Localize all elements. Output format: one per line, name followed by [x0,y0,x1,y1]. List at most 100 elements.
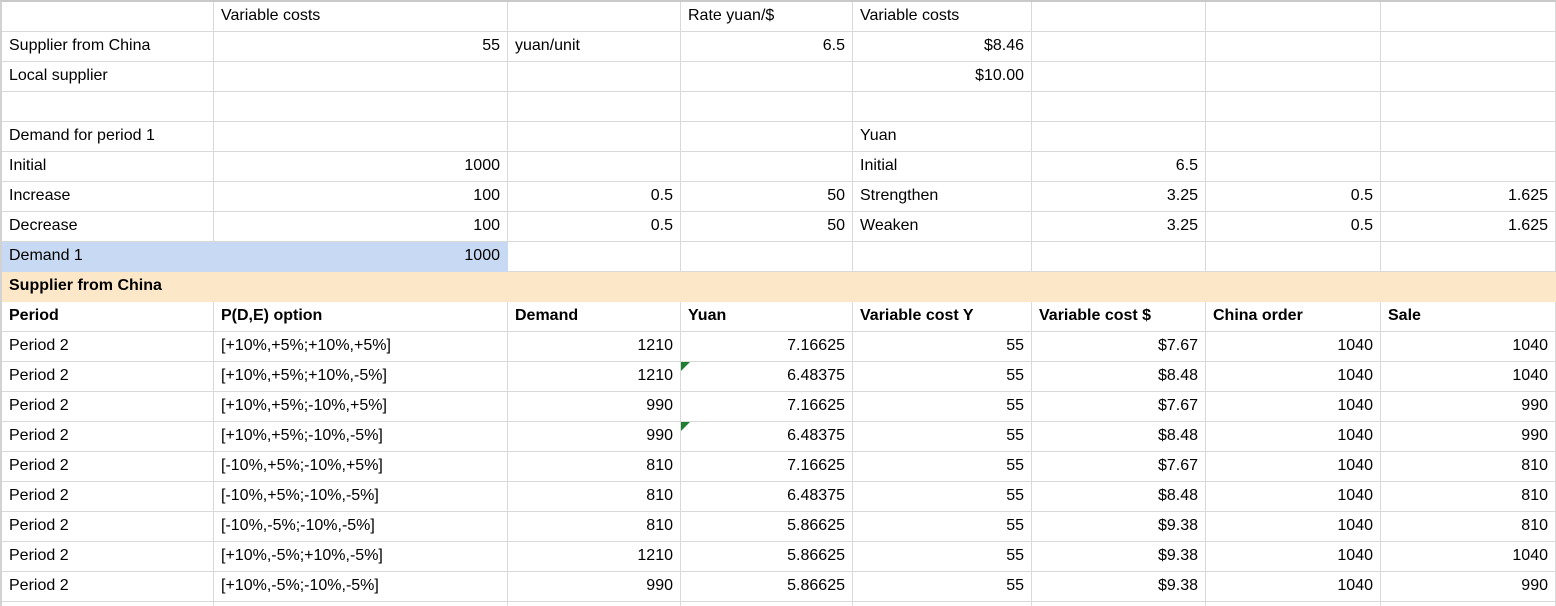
cell-A5[interactable]: Demand for period 1 [2,122,214,152]
cell-G14[interactable]: 1040 [1206,392,1381,422]
cell-A8[interactable]: Decrease [2,212,214,242]
cell-C10[interactable] [508,272,681,302]
cell-G5[interactable] [1206,122,1381,152]
cell-H12[interactable]: 1040 [1381,332,1556,362]
cell-H20[interactable]: 990 [1381,572,1556,602]
cell-B13[interactable]: [+10%,+5%;+10%,-5%] [214,362,508,392]
cell-A10[interactable]: Supplier from China [2,272,214,302]
cell-G13[interactable]: 1040 [1206,362,1381,392]
cell-E1[interactable]: Variable costs [853,2,1032,32]
cell-H4[interactable] [1381,92,1556,122]
cell-E4[interactable] [853,92,1032,122]
cell-G6[interactable] [1206,152,1381,182]
cell-B16[interactable]: [-10%,+5%;-10%,+5%] [214,452,508,482]
cell-D5[interactable] [681,122,853,152]
cell-H3[interactable] [1381,62,1556,92]
cell-A14[interactable]: Period 2 [2,392,214,422]
cell-A7[interactable]: Increase [2,182,214,212]
cell-C7[interactable]: 0.5 [508,182,681,212]
cell-C19[interactable]: 1210 [508,542,681,572]
cell-E3[interactable]: $10.00 [853,62,1032,92]
cell-G4[interactable] [1206,92,1381,122]
cell-E6[interactable]: Initial [853,152,1032,182]
cell-E13[interactable]: 55 [853,362,1032,392]
cell-C14[interactable]: 990 [508,392,681,422]
cell-D4[interactable] [681,92,853,122]
cell-C20[interactable]: 990 [508,572,681,602]
cell-A12[interactable]: Period 2 [2,332,214,362]
cell-G12[interactable]: 1040 [1206,332,1381,362]
cell-E16[interactable]: 55 [853,452,1032,482]
cell-E11[interactable]: Variable cost Y [853,302,1032,332]
cell-E9[interactable] [853,242,1032,272]
cell-F11[interactable]: Variable cost $ [1032,302,1206,332]
cell-B2[interactable]: 55 [214,32,508,62]
cell-D8[interactable]: 50 [681,212,853,242]
cell-A1[interactable] [2,2,214,32]
cell-C5[interactable] [508,122,681,152]
cell-F17[interactable]: $8.48 [1032,482,1206,512]
cell-F5[interactable] [1032,122,1206,152]
cell-C12[interactable]: 1210 [508,332,681,362]
cell-F19[interactable]: $9.38 [1032,542,1206,572]
cell-B5[interactable] [214,122,508,152]
cell-A4[interactable] [2,92,214,122]
cell-A19[interactable]: Period 2 [2,542,214,572]
cell-B19[interactable]: [+10%,-5%;+10%,-5%] [214,542,508,572]
cell-H8[interactable]: 1.625 [1381,212,1556,242]
cell-A16[interactable]: Period 2 [2,452,214,482]
cell-A20[interactable]: Period 2 [2,572,214,602]
cell-A6[interactable]: Initial [2,152,214,182]
cell-G21[interactable] [1206,602,1381,606]
cell-G19[interactable]: 1040 [1206,542,1381,572]
cell-D17[interactable]: 6.48375 [681,482,853,512]
cell-E7[interactable]: Strengthen [853,182,1032,212]
cell-F1[interactable] [1032,2,1206,32]
cell-H13[interactable]: 1040 [1381,362,1556,392]
cell-C13[interactable]: 1210 [508,362,681,392]
cell-F2[interactable] [1032,32,1206,62]
cell-B7[interactable]: 100 [214,182,508,212]
cell-B18[interactable]: [-10%,-5%;-10%,-5%] [214,512,508,542]
cell-B12[interactable]: [+10%,+5%;+10%,+5%] [214,332,508,362]
cell-E18[interactable]: 55 [853,512,1032,542]
cell-G1[interactable] [1206,2,1381,32]
cell-H10[interactable] [1381,272,1556,302]
cell-G16[interactable]: 1040 [1206,452,1381,482]
cell-B21[interactable] [214,602,508,606]
cell-E12[interactable]: 55 [853,332,1032,362]
cell-C3[interactable] [508,62,681,92]
cell-F4[interactable] [1032,92,1206,122]
cell-B10[interactable] [214,272,508,302]
cell-H14[interactable]: 990 [1381,392,1556,422]
cell-F3[interactable] [1032,62,1206,92]
cell-E2[interactable]: $8.46 [853,32,1032,62]
cell-G17[interactable]: 1040 [1206,482,1381,512]
cell-A17[interactable]: Period 2 [2,482,214,512]
cell-H19[interactable]: 1040 [1381,542,1556,572]
cell-H2[interactable] [1381,32,1556,62]
cell-A3[interactable]: Local supplier [2,62,214,92]
cell-A2[interactable]: Supplier from China [2,32,214,62]
cell-H6[interactable] [1381,152,1556,182]
cell-G3[interactable] [1206,62,1381,92]
cell-C1[interactable] [508,2,681,32]
cell-E19[interactable]: 55 [853,542,1032,572]
cell-B17[interactable]: [-10%,+5%;-10%,-5%] [214,482,508,512]
cell-D16[interactable]: 7.16625 [681,452,853,482]
cell-F12[interactable]: $7.67 [1032,332,1206,362]
cell-H7[interactable]: 1.625 [1381,182,1556,212]
cell-F6[interactable]: 6.5 [1032,152,1206,182]
cell-D11[interactable]: Yuan [681,302,853,332]
cell-D18[interactable]: 5.86625 [681,512,853,542]
cell-E21[interactable] [853,602,1032,606]
cell-F20[interactable]: $9.38 [1032,572,1206,602]
cell-G8[interactable]: 0.5 [1206,212,1381,242]
cell-H21[interactable] [1381,602,1556,606]
cell-G15[interactable]: 1040 [1206,422,1381,452]
cell-D2[interactable]: 6.5 [681,32,853,62]
cell-A21[interactable] [2,602,214,606]
cell-C8[interactable]: 0.5 [508,212,681,242]
cell-H17[interactable]: 810 [1381,482,1556,512]
cell-D20[interactable]: 5.86625 [681,572,853,602]
